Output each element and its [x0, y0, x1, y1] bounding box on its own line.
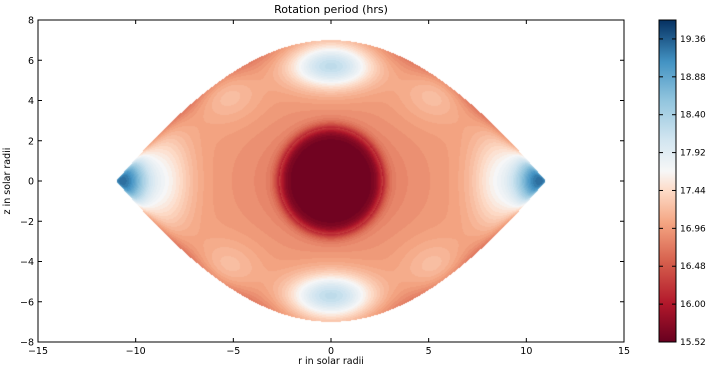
y-tick-label: 4 — [28, 96, 34, 107]
colorbar-tick-label: 16.96 — [680, 224, 706, 234]
x-tick-label: −15 — [28, 346, 48, 357]
colorbar-tick-label: 19.36 — [680, 35, 706, 45]
colorbar-tick-label: 16.00 — [680, 300, 706, 310]
chart-title: Rotation period (hrs) — [274, 3, 388, 16]
y-tick-label: 6 — [28, 56, 34, 67]
y-tick-label: −2 — [20, 217, 34, 228]
x-tick-label: 15 — [618, 346, 630, 357]
colorbar: 15.52 16.00 16.48 16.96 17.44 17.92 18.40 18.88… — [658, 19, 706, 348]
y-tick-label: 2 — [28, 136, 34, 147]
plot-area: −15 −10 −5 0 5 10 15 −8 −6 −4 −2 0 2 4 6 8 — [20, 16, 630, 358]
x-tick-label: 5 — [426, 346, 432, 357]
y-tick-label: −4 — [20, 257, 34, 268]
y-tick-label: 0 — [28, 177, 34, 188]
colorbar-tick-label: 16.48 — [680, 262, 706, 272]
rotation-period-contour — [38, 20, 624, 342]
x-tick-label: 0 — [328, 346, 334, 357]
x-axis-label: r in solar radii — [298, 356, 364, 367]
x-axis-ticks: −15 −10 −5 0 5 10 15 — [28, 20, 630, 357]
colorbar-tick-label: 18.88 — [680, 73, 706, 83]
y-tick-label: −6 — [20, 297, 34, 308]
colorbar-tick-label: 15.52 — [680, 338, 706, 348]
x-tick-label: 10 — [520, 346, 532, 357]
x-tick-label: −5 — [226, 346, 240, 357]
colorbar-tick-label: 17.44 — [680, 186, 706, 196]
y-axis-ticks: −8 −6 −4 −2 0 2 4 6 8 — [20, 16, 624, 349]
x-tick-label: −10 — [126, 346, 146, 357]
colorbar-ticks: 15.52 16.00 16.48 16.96 17.44 17.92 18.40 18.88… — [659, 35, 706, 348]
colorbar-gradient — [658, 19, 677, 343]
y-tick-label: 8 — [28, 16, 34, 27]
colorbar-tick-label: 17.92 — [680, 149, 706, 159]
y-tick-label: −8 — [20, 338, 34, 349]
y-axis-label: z in solar radii — [2, 148, 13, 215]
colorbar-tick-label: 18.40 — [680, 111, 706, 121]
